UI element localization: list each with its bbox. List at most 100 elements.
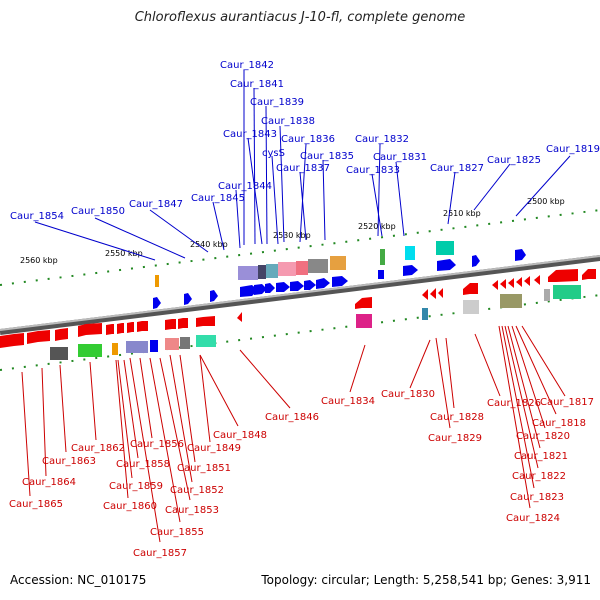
gene-label: Caur_1824 — [506, 513, 560, 524]
reverse-gene — [492, 280, 498, 290]
gene-label: Caur_1848 — [213, 430, 267, 441]
feature-box — [544, 289, 550, 301]
forward-gene — [472, 255, 480, 267]
reverse-gene — [355, 297, 372, 309]
forward-gene — [240, 285, 258, 297]
reverse-gene — [117, 323, 124, 334]
gene-label: Caur_1823 — [510, 492, 564, 503]
feature-box — [266, 264, 278, 278]
genome-title: Chloroflexus aurantiacus J-10-fl, comple… — [134, 10, 466, 25]
feature-box — [463, 300, 479, 314]
reverse-gene — [508, 278, 514, 288]
gene-label: Caur_1826 — [487, 398, 541, 409]
feature-box — [196, 335, 216, 347]
forward-gene — [265, 283, 275, 293]
reverse-gene — [178, 318, 188, 329]
forward-gene — [153, 297, 161, 309]
gene-label: Caur_1860 — [103, 501, 157, 512]
reverse-gene — [55, 328, 68, 341]
forward-leader-lines — [34, 70, 571, 261]
reverse-features — [50, 285, 581, 360]
feature-box — [165, 338, 179, 350]
gene-label: Caur_1836 — [281, 134, 335, 145]
genome-backbone — [0, 255, 600, 335]
gene-label: Caur_1817 — [540, 397, 594, 408]
gene-label: Caur_1839 — [250, 97, 304, 108]
feature-box — [356, 314, 372, 328]
gene-label: Caur_1849 — [187, 443, 241, 454]
feature-box — [78, 344, 102, 357]
gene-label: Caur_1844 — [218, 181, 272, 192]
gene-label: Caur_1854 — [10, 211, 64, 222]
reverse-gene — [196, 316, 215, 327]
gene-label: Caur_1835 — [300, 151, 354, 162]
scale-label: 2500 kbp — [527, 197, 565, 206]
scale-label: 2560 kbp — [20, 256, 58, 265]
gene-label: Caur_1842 — [220, 60, 274, 71]
reverse-gene — [165, 319, 176, 330]
gene-label: cysS — [262, 148, 285, 159]
gene-label: Caur_1845 — [191, 193, 245, 204]
reverse-gene — [430, 288, 436, 299]
forward-gene — [210, 290, 218, 302]
feature-box — [180, 337, 190, 349]
gene-label: Caur_1827 — [430, 163, 484, 174]
reverse-leader-lines — [21, 325, 566, 543]
gene-label: Caur_1830 — [381, 389, 435, 400]
feature-box — [436, 241, 454, 255]
forward-gene — [378, 270, 384, 279]
forward-gene — [515, 249, 526, 261]
reverse-gene — [237, 312, 242, 322]
scale-labels: 2560 kbp 2550 kbp 2540 kbp 2530 kbp 2520… — [20, 197, 565, 265]
feature-box — [238, 266, 258, 280]
feature-box — [553, 285, 581, 299]
gene-label: Caur_1852 — [170, 485, 224, 496]
feature-box — [500, 294, 522, 308]
gene-label: Caur_1846 — [265, 412, 319, 423]
gene-label: Caur_1819 — [546, 144, 600, 155]
gene-label: Caur_1831 — [373, 152, 427, 163]
gene-label: Caur_1822 — [512, 471, 566, 482]
forward-gene — [184, 293, 192, 305]
feature-box — [380, 249, 385, 265]
reverse-gene — [548, 269, 578, 282]
forward-labels: Caur_1842 Caur_1841 Caur_1839 Caur_1838 … — [10, 60, 600, 222]
gene-label: Caur_1820 — [516, 431, 570, 442]
gene-label: Caur_1838 — [261, 116, 315, 127]
feature-box — [258, 265, 266, 279]
forward-gene — [276, 282, 290, 292]
gene-label: Caur_1832 — [355, 134, 409, 145]
gene-label: Caur_1864 — [22, 477, 76, 488]
gene-label: Caur_1863 — [42, 456, 96, 467]
reverse-gene — [582, 269, 596, 280]
feature-box — [296, 261, 308, 275]
gene-label: Caur_1853 — [165, 505, 219, 516]
reverse-gene — [27, 330, 50, 344]
scale-label: 2520 kbp — [358, 222, 396, 231]
reverse-gene — [127, 322, 134, 333]
gene-label: Caur_1833 — [346, 165, 400, 176]
gene-label: Caur_1856 — [130, 439, 184, 450]
gene-label: Caur_1841 — [230, 79, 284, 90]
reverse-gene — [534, 275, 540, 285]
reverse-gene — [78, 323, 102, 337]
forward-gene — [403, 265, 418, 276]
gene-label: Caur_1862 — [71, 443, 125, 454]
reverse-gene — [438, 288, 443, 298]
scale-label: 2550 kbp — [105, 249, 143, 258]
gene-label: Caur_1855 — [150, 527, 204, 538]
feature-box — [405, 246, 415, 260]
feature-box — [50, 347, 68, 360]
feature-box — [126, 341, 148, 353]
gene-label: Caur_1865 — [9, 499, 63, 510]
gene-label: Caur_1857 — [133, 548, 187, 559]
feature-box — [330, 256, 346, 270]
reverse-gene — [524, 276, 530, 286]
accession-label: Accession: NC_010175 — [10, 573, 147, 587]
scale-label: 2540 kbp — [190, 240, 228, 249]
topology-summary: Topology: circular; Length: 5,258,541 bp… — [261, 573, 591, 587]
forward-gene — [437, 259, 456, 271]
reverse-gene — [0, 333, 24, 348]
gene-label: Caur_1837 — [276, 163, 330, 174]
gene-label: Caur_1843 — [223, 129, 277, 140]
